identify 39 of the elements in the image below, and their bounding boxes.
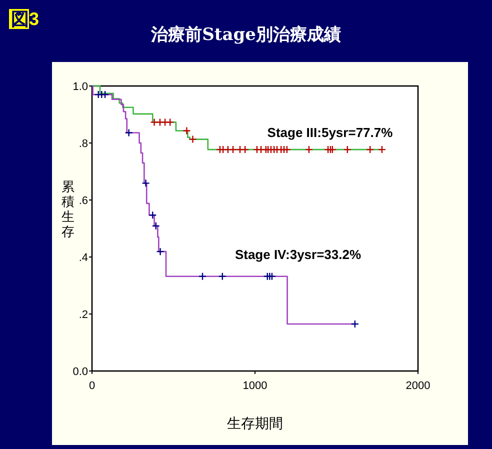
y-tick-label: .2	[78, 309, 88, 321]
x-axis-title: 生存期間	[227, 415, 283, 431]
point	[228, 145, 238, 154]
point	[152, 222, 160, 230]
point	[198, 272, 207, 280]
point	[304, 145, 314, 154]
point	[160, 118, 170, 126]
point	[256, 145, 266, 154]
point	[148, 211, 157, 220]
point	[218, 272, 226, 280]
point	[156, 247, 164, 256]
point	[224, 145, 232, 154]
point	[166, 118, 174, 126]
y-tick-label: 0.0	[72, 366, 88, 378]
point	[150, 118, 158, 126]
x-tick-label: 0	[88, 380, 96, 392]
point	[124, 128, 133, 137]
point	[188, 135, 197, 144]
y-tick-label: 1.0	[72, 81, 88, 93]
y-tick-label: .6	[78, 195, 88, 207]
y-tick-label: .4	[78, 252, 88, 264]
point	[350, 320, 360, 328]
point	[156, 118, 164, 126]
annotation: Stage III:5ysr=77.7%	[267, 125, 394, 140]
point	[366, 145, 374, 154]
annotation: Stage IV:3ysr=33.2%	[234, 247, 362, 262]
point	[326, 145, 335, 154]
x-tick-label: 1000	[242, 380, 268, 392]
point	[142, 179, 150, 188]
y-tick-label: .8	[78, 138, 88, 150]
x-tick-label: 2000	[406, 380, 430, 392]
point	[236, 145, 244, 154]
caption: 図3	[11, 9, 40, 29]
chart-title: 治療前Stage別治療成績	[150, 25, 341, 45]
y-axis-title: 累積生存	[62, 179, 74, 239]
point	[343, 145, 352, 154]
point	[182, 126, 191, 135]
point	[378, 145, 386, 154]
point	[240, 145, 250, 154]
